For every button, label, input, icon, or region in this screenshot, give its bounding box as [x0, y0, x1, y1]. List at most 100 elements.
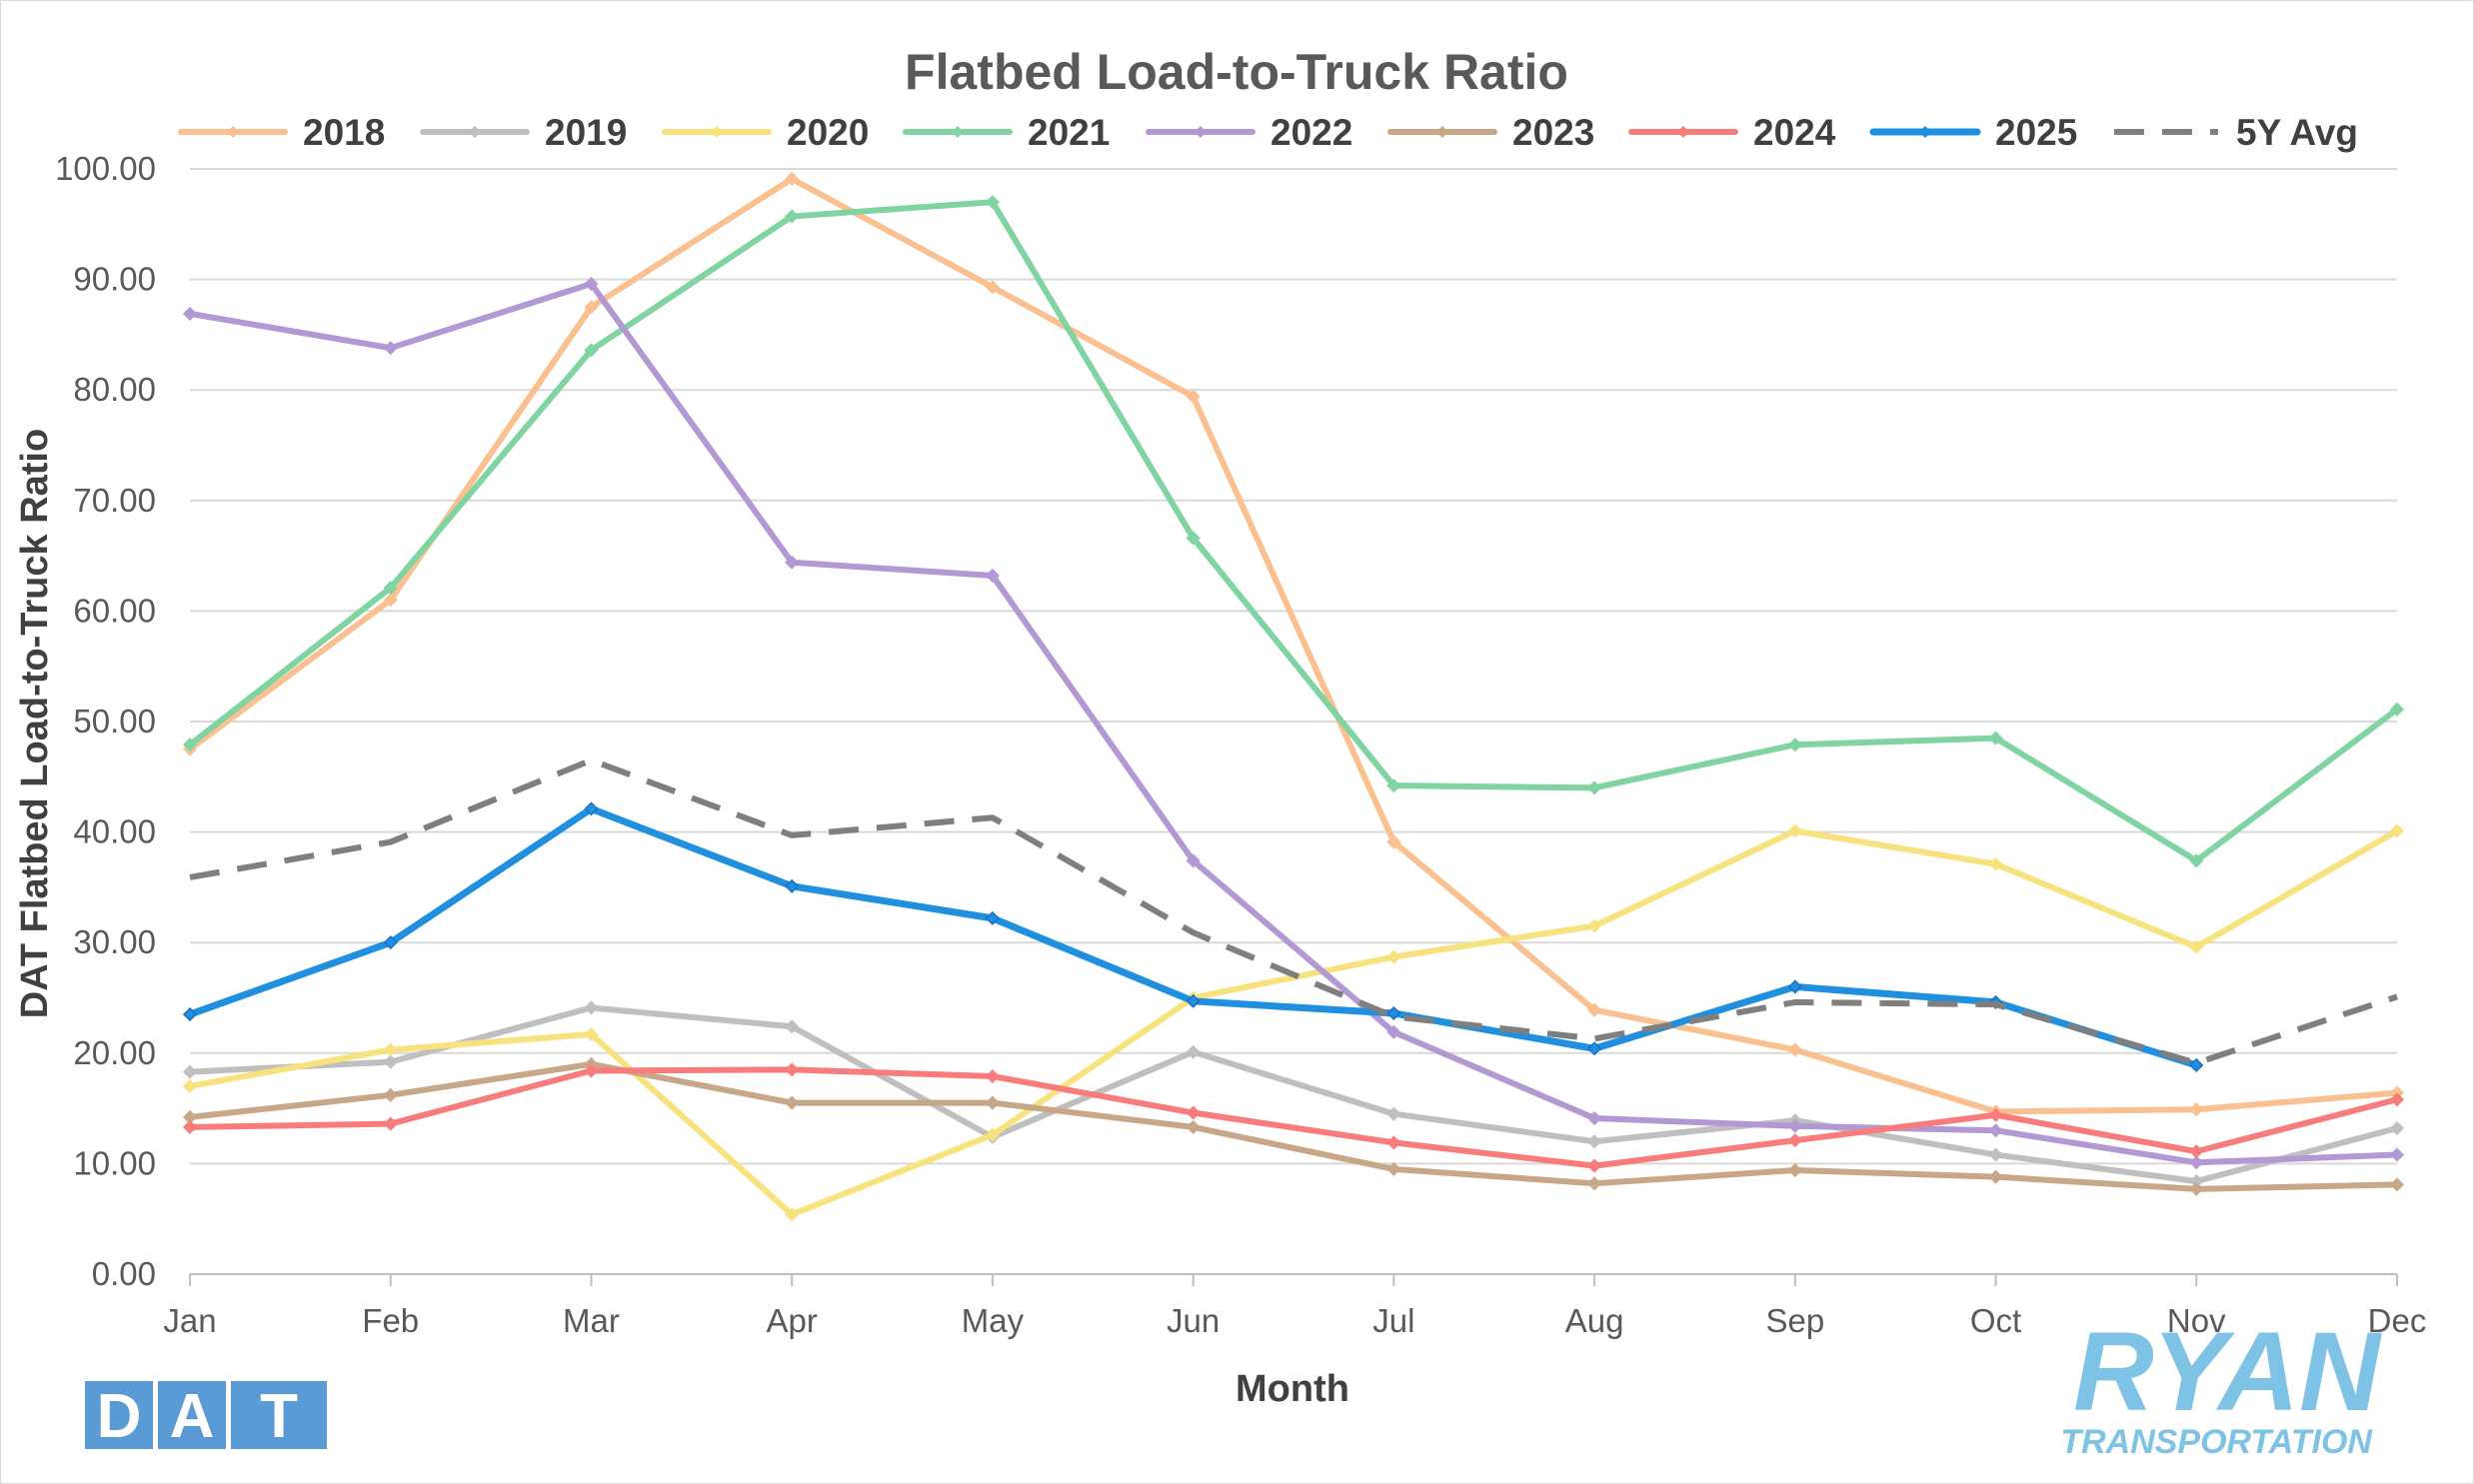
data-point	[182, 1119, 198, 1134]
data-point	[1787, 1042, 1802, 1057]
x-tick-label: Dec	[2368, 1302, 2427, 1339]
data-point	[1787, 1133, 1802, 1148]
series-line	[187, 281, 2400, 1166]
data-point	[1386, 1161, 1401, 1176]
series-line	[187, 175, 2400, 1115]
dat-logo: D A T	[85, 1381, 327, 1451]
data-point	[785, 1095, 800, 1110]
ryan-logo-wordmark: RYAN	[2073, 1309, 2382, 1434]
legend-item: 2025	[1869, 112, 2077, 153]
data-point	[1988, 1147, 2003, 1162]
legend-label: 2023	[1512, 112, 1594, 153]
data-point	[785, 1062, 800, 1077]
data-point	[2189, 1155, 2204, 1170]
data-point	[182, 1064, 198, 1079]
data-point	[1587, 1134, 1602, 1149]
data-point	[584, 300, 599, 315]
data-point	[1587, 1110, 1602, 1126]
data-point	[1587, 918, 1602, 933]
legend: 2018 2019 2020 2021 2022 2023 2024 2025 5Y Avg	[178, 112, 2358, 153]
data-point	[1386, 949, 1401, 964]
y-tick-label: 60.00	[73, 592, 156, 629]
legend-marker	[1919, 126, 1931, 138]
legend-item: 5Y Avg	[2114, 112, 2358, 153]
legend-item: 2020	[662, 112, 869, 153]
data-point	[1787, 823, 1802, 838]
dat-logo-box	[158, 1381, 226, 1449]
data-point	[1386, 778, 1401, 793]
data-point	[1988, 1107, 2003, 1122]
data-point	[383, 1087, 398, 1102]
y-tick-label: 20.00	[73, 1034, 156, 1071]
data-point	[182, 738, 198, 752]
x-tick-label: May	[962, 1302, 1025, 1339]
legend-item: 2024	[1628, 112, 1836, 153]
chart-title: Flatbed Load-to-Truck Ratio	[905, 44, 1568, 100]
legend-marker	[711, 126, 723, 138]
x-axis-ticks: Jan Feb Mar Apr May Jun Jul Aug Sep Oct Nov Dec	[163, 1274, 2426, 1339]
data-point	[1787, 979, 1802, 994]
data-point	[1587, 1002, 1602, 1017]
legend-marker	[1195, 126, 1207, 138]
data-point	[1386, 1005, 1401, 1021]
series-2021	[182, 195, 2405, 868]
data-point	[383, 341, 398, 356]
x-tick-label: Apr	[767, 1302, 818, 1339]
y-tick-label: 10.00	[73, 1144, 156, 1181]
data-point	[2389, 823, 2405, 838]
data-point	[785, 1207, 800, 1222]
data-point	[1587, 1158, 1602, 1173]
legend-label: 2019	[545, 112, 627, 153]
data-point	[584, 1000, 599, 1015]
data-point	[985, 280, 1000, 295]
y-tick-label: 90.00	[73, 261, 156, 298]
data-point	[985, 195, 1000, 210]
data-point	[1988, 1123, 2003, 1138]
data-point	[1386, 1135, 1401, 1150]
data-point	[1787, 1118, 1802, 1133]
legend-label: 2024	[1753, 112, 1836, 153]
data-point	[584, 276, 599, 292]
y-tick-label: 100.00	[55, 150, 156, 187]
data-point	[383, 1042, 398, 1057]
series-2024	[182, 1062, 2405, 1173]
data-point	[785, 171, 800, 187]
data-point	[2189, 853, 2204, 868]
data-point	[2189, 1057, 2204, 1073]
data-point	[1386, 834, 1401, 849]
data-point	[1988, 1169, 2003, 1184]
x-tick-label: Nov	[2167, 1302, 2226, 1339]
plot-series	[182, 171, 2405, 1222]
data-point	[584, 1026, 599, 1042]
y-tick-label: 30.00	[73, 923, 156, 960]
data-point	[1787, 1162, 1802, 1178]
data-point	[1787, 738, 1802, 752]
legend-label: 2018	[303, 112, 385, 153]
data-point	[1988, 731, 2003, 745]
dat-logo-box	[85, 1381, 153, 1449]
dat-logo-letter: D	[97, 1382, 142, 1451]
data-point	[2389, 1120, 2405, 1136]
y-tick-label: 70.00	[73, 482, 156, 519]
y-axis-title: DAT Flatbed Load-to-Truck Ratio	[14, 429, 56, 1018]
data-point	[383, 593, 398, 608]
data-point	[1988, 856, 2003, 871]
dat-logo-letter: A	[170, 1382, 215, 1451]
data-point	[383, 581, 398, 596]
data-point	[383, 1054, 398, 1069]
data-point	[1186, 1119, 1201, 1134]
data-point	[2189, 1102, 2204, 1117]
data-point	[1186, 531, 1201, 546]
series-2025	[182, 801, 2204, 1073]
legend-item: 2023	[1387, 112, 1594, 153]
y-tick-label: 50.00	[73, 703, 156, 740]
data-point	[383, 1116, 398, 1131]
legend-marker	[1677, 126, 1689, 138]
dat-logo-box	[231, 1381, 327, 1449]
data-point	[1587, 1041, 1602, 1056]
data-point	[785, 209, 800, 224]
data-point	[985, 1068, 1000, 1084]
data-point	[1186, 993, 1201, 1008]
